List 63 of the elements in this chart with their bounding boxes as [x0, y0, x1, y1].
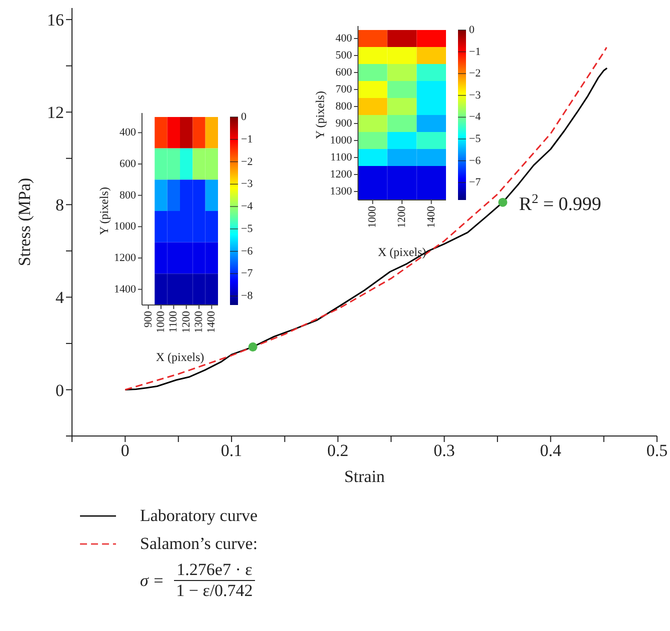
color-bar-label: −1 [241, 133, 253, 146]
y-tick-label: 12 [47, 103, 64, 122]
y-tick-label: 4 [56, 288, 64, 308]
x-tick-label: 0.1 [220, 441, 242, 460]
color-bar-label: −6 [241, 245, 254, 258]
y-tick-label: 900 [336, 118, 352, 130]
y-axis-title: Y (pixels) [97, 187, 111, 235]
annotation: R$^{2}$ = 0.999 [518, 190, 602, 216]
y-tick-label: 1000 [330, 134, 352, 146]
y-tick-label: 8 [56, 196, 64, 215]
text: σ = [140, 570, 164, 590]
y-tick-label: 0 [56, 380, 64, 400]
color-bar-label: −7 [241, 268, 254, 280]
y-tick-label: 1300 [330, 186, 352, 198]
x-tick-label: 1400 [425, 206, 438, 228]
color-bar-label: −5 [241, 222, 254, 235]
x-axis-title: X (pixels) [378, 245, 426, 259]
x-tick-label: 0.4 [540, 441, 562, 460]
x-axis-title: Strain [344, 467, 386, 486]
text: 1.276e7 · ε [176, 560, 254, 580]
y-tick-label: 500 [336, 50, 352, 62]
y-tick-label: 16 [47, 10, 64, 30]
x-tick-label: 0.5 [646, 441, 668, 460]
y-tick-label: 700 [336, 84, 352, 96]
y-tick-label: 400 [120, 126, 136, 139]
color-bar-label: −2 [241, 156, 253, 168]
x-tick-label: 0.3 [434, 441, 455, 460]
color-bar-label: −4 [469, 111, 482, 124]
x-tick-label: 1100 [168, 310, 180, 333]
x-tick-label: 1000 [366, 206, 379, 228]
y-tick-label: 1200 [114, 252, 136, 264]
color-bar-label: −3 [241, 178, 254, 190]
color-bar-label: −1 [469, 46, 481, 58]
y-tick-label: 800 [120, 189, 136, 202]
y-tick-label: 1100 [330, 152, 352, 164]
x-tick-label: 1200 [180, 310, 192, 333]
color-bar-label: −5 [469, 132, 482, 145]
y-axis-title: Y (pixels) [313, 91, 327, 139]
x-tick-label: 1300 [193, 310, 205, 333]
legend-label: Laboratory curve [140, 506, 258, 526]
x-tick-label: 900 [142, 310, 154, 328]
x-tick-label: 1200 [396, 206, 408, 228]
y-tick-label: 600 [336, 66, 352, 78]
x-axis-title: X (pixels) [156, 350, 204, 364]
legend-label: Salamon’s curve: [140, 534, 258, 554]
y-tick-label: 600 [120, 158, 136, 170]
x-tick-label: 0.2 [327, 441, 349, 460]
color-bar-label: 0 [469, 24, 475, 36]
y-tick-label: 800 [336, 100, 352, 112]
color-bar-label: −4 [241, 200, 254, 213]
color-bar-label: −8 [241, 290, 254, 302]
color-bar-label: −2 [469, 68, 481, 80]
y-axis-title: Stress (MPa) [15, 178, 34, 266]
y-tick-label: 1400 [114, 283, 136, 296]
color-bar-label: −7 [469, 176, 482, 189]
x-tick-label: 1000 [155, 310, 167, 333]
color-bar-label: 0 [241, 111, 247, 123]
color-bar-label: −6 [469, 154, 482, 167]
color-bar-label: −3 [469, 89, 482, 102]
text: 1 − ε/0.742 [174, 580, 255, 601]
y-tick-label: 1200 [330, 168, 352, 180]
x-tick-label: 1400 [206, 310, 218, 333]
y-tick-label: 400 [336, 32, 352, 44]
